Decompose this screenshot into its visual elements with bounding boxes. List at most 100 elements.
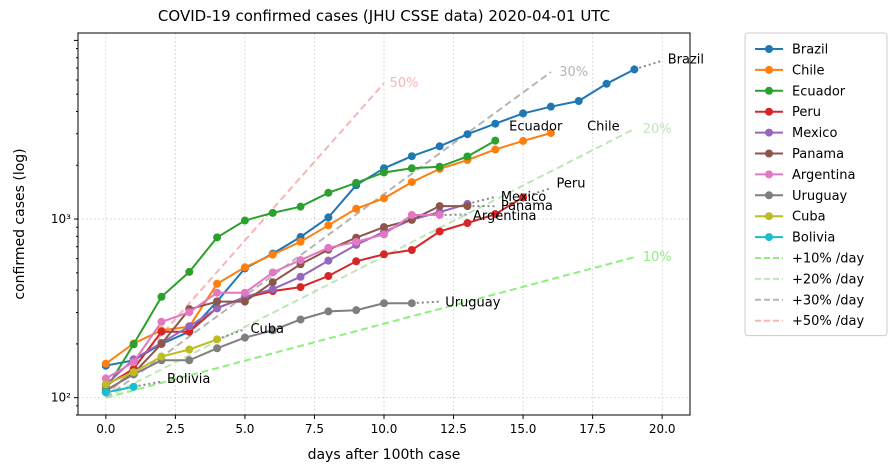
legend-item-ref-50: +50% /day (755, 314, 865, 329)
data-point-argentina (380, 230, 388, 239)
series-cuba (101, 328, 246, 389)
data-point-brazil (407, 152, 416, 161)
series-label-ecuador: Ecuador (509, 119, 563, 134)
legend-label: Panama (792, 147, 844, 162)
data-point-mexico (324, 256, 333, 265)
reference-label-10: 10% (643, 250, 672, 265)
series-argentina (101, 210, 468, 383)
data-point-uruguay (324, 307, 333, 316)
data-point-cuba (157, 352, 166, 361)
data-point-brazil (574, 96, 583, 105)
data-point-mexico (268, 285, 277, 294)
x-axis-ticks: 0.0 2.5 5.0 7.5 10.0 12.5 15.0 17.5 20.0 (96, 415, 676, 436)
legend-item-ecuador: Ecuador (755, 84, 846, 99)
legend-item-mexico: Mexico (755, 126, 837, 141)
data-point-peru (324, 271, 333, 280)
x-tick-label: 12.5 (440, 422, 467, 436)
legend-swatch-marker (765, 170, 773, 179)
data-point-chile (296, 237, 305, 246)
legend-swatch-marker (765, 128, 773, 137)
data-point-mexico (296, 272, 305, 281)
data-point-ecuador (185, 267, 194, 276)
legend-box (744, 32, 888, 337)
data-point-brazil (546, 102, 555, 111)
data-point-ecuador (463, 152, 472, 161)
data-point-brazil (463, 130, 472, 139)
y-tick-label: 10³ (51, 212, 71, 226)
data-point-chile (407, 178, 416, 187)
data-point-cuba (101, 380, 110, 389)
reference-line-20 (105, 128, 635, 399)
data-point-argentina (213, 288, 222, 297)
data-point-argentina (435, 210, 444, 219)
data-point-chile (380, 194, 388, 203)
data-point-ecuador (352, 178, 361, 187)
legend-label: +20% /day (792, 272, 865, 287)
data-point-panama (240, 297, 249, 306)
series-line-bolivia (105, 385, 134, 394)
data-point-argentina (240, 288, 249, 297)
reference-line-10 (105, 256, 635, 399)
data-point-chile (213, 279, 222, 288)
data-point-argentina (157, 317, 166, 326)
data-point-ecuador (407, 164, 416, 173)
chart-title: COVID-19 confirmed cases (JHU CSSE data)… (158, 7, 610, 25)
data-point-ecuador (324, 188, 333, 197)
data-point-brazil (602, 79, 611, 88)
y-axis-ticks: 10² 10³ (51, 39, 78, 416)
legend-item-cuba: Cuba (755, 210, 826, 225)
data-point-ecuador (435, 162, 444, 171)
legend-swatch-marker (765, 65, 773, 74)
x-axis-label: days after 100th case (308, 447, 461, 463)
series-label-uruguay: Uruguay (445, 296, 501, 311)
data-point-cuba (185, 345, 194, 354)
data-point-ecuador (268, 208, 277, 217)
data-point-uruguay (380, 299, 388, 308)
data-point-uruguay (407, 299, 416, 308)
legend-swatch-marker (765, 45, 773, 53)
data-point-peru (463, 219, 472, 228)
data-point-mexico (213, 304, 222, 313)
data-point-chile (491, 145, 500, 154)
trend-line-brazil (634, 59, 663, 71)
data-point-chile (352, 204, 361, 213)
data-point-ecuador (240, 216, 249, 225)
data-point-peru (407, 245, 416, 254)
legend-label: Uruguay (792, 189, 848, 204)
series-line-uruguay (105, 302, 412, 392)
data-point-brazil (435, 142, 444, 151)
data-point-argentina (324, 243, 333, 252)
annotations: Brazil Chile Ecuador Peru MexicoPanamaArgent… (167, 53, 704, 387)
data-point-ecuador (129, 340, 138, 349)
data-point-ecuador (380, 168, 388, 177)
data-point-bolivia (129, 382, 138, 391)
data-point-brazil (324, 213, 333, 222)
data-point-ecuador (157, 292, 166, 301)
data-point-uruguay (268, 326, 277, 335)
data-point-argentina (407, 210, 416, 219)
data-point-peru (380, 250, 388, 259)
reference-line-30 (105, 71, 552, 399)
y-tick-label: 10² (51, 391, 71, 405)
data-point-argentina (268, 268, 277, 277)
data-point-bolivia (101, 388, 110, 397)
data-point-argentina (185, 308, 194, 317)
data-point-peru (352, 257, 361, 266)
legend-item-ref-30: +30% /day (755, 293, 865, 308)
y-axis-label: confirmed cases (log) (12, 148, 28, 299)
series-label-bolivia: Bolivia (167, 372, 210, 387)
data-point-panama (157, 339, 166, 348)
series-label-brazil: Brazil (668, 53, 704, 68)
data-point-uruguay (352, 306, 361, 315)
data-point-brazil (491, 119, 500, 128)
data-point-cuba (129, 368, 138, 377)
legend-item-panama: Panama (755, 147, 844, 162)
data-point-brazil (630, 65, 639, 74)
legend-label: Argentina (792, 168, 855, 183)
data-point-chile (101, 359, 110, 368)
legend-label: Mexico (792, 126, 837, 141)
data-point-panama (435, 202, 444, 211)
data-point-ecuador (296, 202, 305, 211)
data-point-chile (324, 221, 333, 230)
data-point-uruguay (296, 315, 305, 324)
